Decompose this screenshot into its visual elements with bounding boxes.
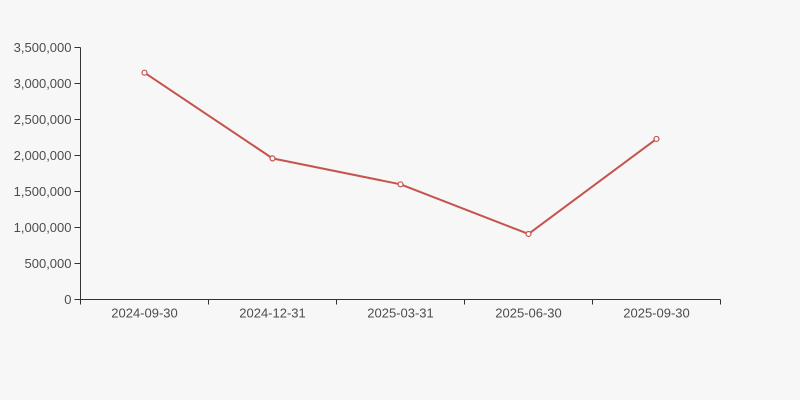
y-axis-tick-label: 0 [64, 292, 71, 307]
data-point-marker[interactable] [525, 230, 532, 238]
data-point-marker[interactable] [269, 155, 276, 162]
data-point-marker[interactable] [141, 69, 148, 76]
x-axis-tick-label: 2025-03-31 [367, 306, 434, 321]
x-axis-tick-label: 2024-12-31 [239, 306, 306, 321]
x-axis-tick-label: 2024-09-30 [111, 306, 178, 321]
x-axis-tick-label: 2025-09-30 [623, 306, 690, 321]
data-point-marker[interactable] [653, 135, 660, 143]
y-axis-tick-label: 3,000,000 [14, 76, 72, 91]
series-line [143, 71, 658, 235]
y-axis-tick-label: 2,500,000 [14, 112, 72, 127]
data-point-marker[interactable] [397, 181, 404, 188]
y-axis-tick-label: 1,000,000 [14, 220, 72, 235]
y-axis-tick-label: 1,500,000 [14, 184, 72, 199]
y-axis-tick-label: 3,500,000 [14, 40, 72, 55]
x-axis-tick-label: 2025-06-30 [495, 306, 562, 321]
y-axis-tick-label: 500,000 [25, 256, 72, 271]
y-axis-tick-label: 2,000,000 [14, 148, 72, 163]
